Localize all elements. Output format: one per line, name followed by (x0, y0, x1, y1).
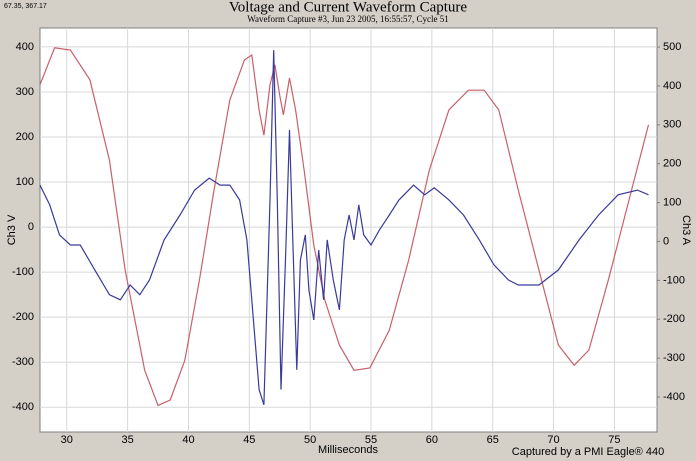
x-tick-label: 70 (547, 434, 559, 446)
x-tick-label: 35 (121, 434, 133, 446)
series-line (39, 50, 649, 405)
x-tick-label: 65 (487, 434, 499, 446)
y2-tick-label: -200 (663, 313, 685, 325)
series-line (39, 47, 650, 407)
y-tick-label: 300 (16, 86, 34, 98)
y-tick-label: 200 (16, 131, 34, 143)
y2-axis-label: Ch3 A (680, 215, 692, 246)
x-tick-label: 55 (365, 434, 377, 446)
x-tick-label: 40 (182, 434, 194, 446)
y-tick-label: 400 (16, 41, 34, 53)
y2-tick-label: 300 (663, 119, 681, 131)
corner-note: 67.35, 367.17 (4, 3, 47, 10)
y-tick-label: -200 (12, 311, 34, 323)
x-axis-label: Milliseconds (318, 444, 378, 456)
y2-tick-label: 0 (663, 235, 669, 247)
y2-tick-label: -300 (663, 352, 685, 364)
plot-area (39, 27, 658, 433)
y2-tick-label: -100 (663, 274, 685, 286)
x-tick-label: 75 (608, 434, 620, 446)
y-tick-label: -300 (12, 356, 34, 368)
y2-tick-label: -400 (663, 391, 685, 403)
y-tick-label: -100 (12, 266, 34, 278)
y2-tick-label: 400 (663, 80, 681, 92)
y-tick-label: -400 (12, 401, 34, 413)
y2-tick-label: 500 (663, 41, 681, 53)
chart-title: Voltage and Current Waveform Capture (229, 0, 468, 15)
y-tick-label: 0 (28, 221, 34, 233)
y2-tick-label: 100 (663, 196, 681, 208)
marks (39, 47, 650, 407)
footer: Captured by a PMI Eagle® 440 (512, 446, 664, 458)
chart-subtitle: Waveform Capture #3, Jun 23 2005, 16:55:… (247, 14, 449, 24)
y-tick-label: 100 (16, 176, 34, 188)
x-tick-label: 50 (304, 434, 316, 446)
y-axis-label: Ch3 V (6, 214, 18, 245)
y2-tick-label: 200 (663, 158, 681, 170)
x-tick-label: 45 (243, 434, 255, 446)
x-tick-label: 60 (426, 434, 438, 446)
x-tick-label: 30 (61, 434, 73, 446)
